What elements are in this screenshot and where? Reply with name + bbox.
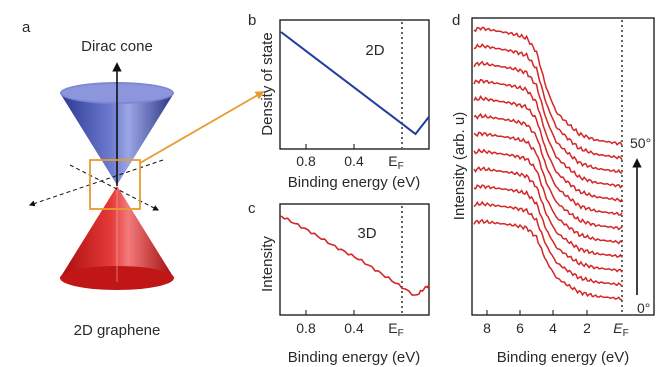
angle-bottom-label: 0°	[637, 300, 650, 316]
panel-b-xlabel: Binding energy (eV)	[288, 174, 421, 191]
panel-c-xlabel: Binding energy (eV)	[288, 349, 421, 366]
panel-d-xlabel: Binding energy (eV)	[497, 349, 630, 366]
panel-d-tick: 4	[549, 320, 557, 336]
panel-c-tick: 0.8	[296, 320, 316, 336]
panel-b-tick: 0.8	[296, 153, 316, 169]
arpes-curve	[473, 148, 623, 245]
panel-b-ef-tick: EF	[388, 153, 403, 172]
panel-d-ylabel: Intensity (arb. u)	[451, 112, 468, 220]
arpes-curve	[473, 166, 623, 258]
panel-b-tick: 0.4	[344, 153, 364, 169]
panel-c-tick: 0.4	[344, 320, 364, 336]
arpes-curve	[473, 112, 623, 216]
panel-d-tick: 6	[516, 320, 524, 336]
arpes-curve	[473, 218, 622, 301]
panel-c-frame	[279, 203, 430, 316]
k-axis-2	[69, 164, 160, 211]
arpes-curve	[473, 184, 623, 273]
panel-b-ylabel: Density of state	[259, 32, 276, 135]
arpes-curve	[473, 200, 623, 287]
zoom-box	[89, 159, 141, 210]
panel-b-inset: 2D	[365, 42, 384, 59]
panel-a-bottom-label: 2D graphene	[74, 322, 161, 339]
arpes-curve	[473, 43, 623, 161]
arpes-curve	[473, 26, 623, 146]
zoom-arrow	[139, 91, 265, 164]
panel-b: b 2D 0.8 0.4 EF Binding energy (eV) Dens…	[248, 12, 430, 191]
panel-a-label: a	[22, 19, 31, 36]
panel-c-inset: 3D	[357, 225, 376, 242]
panel-a: a Dirac cone 2D graphene	[22, 19, 265, 339]
arpes-curve	[473, 95, 623, 203]
panel-b-label: b	[248, 12, 256, 29]
panel-b-curve	[280, 31, 430, 136]
panel-c-ef-tick: EF	[388, 320, 403, 339]
panel-d: d 50° 0° 8 6 4 2 EF Binding energy (eV) …	[451, 12, 655, 366]
panel-c-label: c	[248, 200, 256, 217]
arpes-curve	[473, 78, 623, 189]
panel-d-curves	[473, 26, 623, 301]
panel-c: c 3D 0.8 0.4 EF Binding energy (eV) Inte…	[248, 200, 430, 366]
panel-d-tick: 8	[483, 320, 491, 336]
panel-d-ef-tick: EF	[613, 320, 628, 339]
panel-d-frame	[471, 17, 655, 316]
k-axis-1	[28, 159, 164, 207]
panel-b-frame	[279, 19, 430, 150]
panel-d-label: d	[452, 12, 460, 29]
panel-d-tick: 2	[583, 320, 591, 336]
arpes-curve	[473, 60, 623, 174]
panel-c-curve	[280, 215, 430, 296]
panel-a-top-label: Dirac cone	[81, 38, 153, 55]
arpes-curve	[473, 131, 623, 231]
angle-top-label: 50°	[630, 135, 651, 151]
panel-c-ylabel: Intensity	[259, 236, 276, 292]
